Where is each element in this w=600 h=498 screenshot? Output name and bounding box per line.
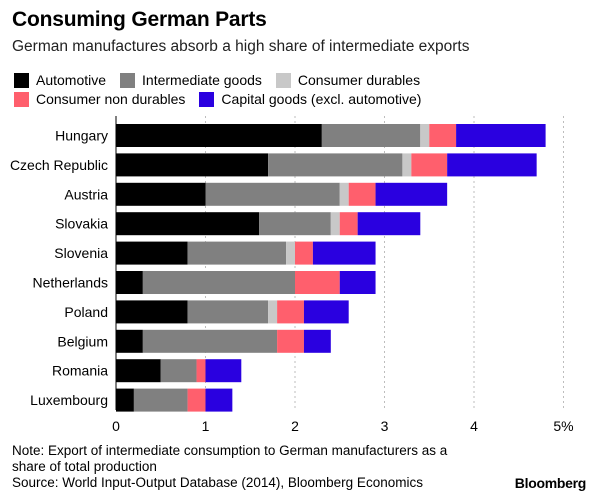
bar-slovakia-intermediate-goods: [259, 212, 331, 236]
bar-czech-republic-intermediate-goods: [268, 153, 403, 177]
bar-romania-automotive: [116, 359, 161, 383]
bar-slovenia-consumer-non-durables: [295, 241, 313, 265]
bar-slovakia-consumer-durables: [330, 212, 340, 236]
bar-czech-republic-capital-goods-excl-automotive: [447, 153, 537, 177]
x-tick-label-5: 5%: [553, 418, 573, 434]
legend-item-consumer-durables: Consumer durables: [275, 72, 421, 88]
bar-poland-automotive: [116, 300, 188, 324]
bar-slovakia-automotive: [116, 212, 260, 236]
bloomberg-logo: Bloomberg: [514, 475, 587, 491]
legend-item-capital-goods: Capital goods (excl. automotive): [199, 91, 421, 107]
bar-hungary-automotive: [116, 124, 322, 147]
bar-slovenia-automotive: [116, 241, 188, 265]
legend-label-consumer-durables: Consumer durables: [297, 72, 421, 88]
bar-romania-capital-goods-excl-automotive: [205, 359, 242, 383]
category-label-slovenia: Slovenia: [54, 245, 108, 261]
bar-slovenia-capital-goods-excl-automotive: [312, 241, 376, 265]
legend-swatch-consumer-non-durables: [14, 91, 29, 107]
bars: [116, 124, 546, 412]
legend-label-consumer-non-durables: Consumer non durables: [36, 91, 186, 107]
bar-austria-automotive: [116, 182, 206, 206]
bar-poland-intermediate-goods: [187, 300, 269, 324]
bar-romania-intermediate-goods: [160, 359, 197, 383]
bar-slovenia-consumer-durables: [286, 241, 295, 265]
bar-slovakia-consumer-non-durables: [339, 212, 358, 236]
bar-luxembourg-consumer-non-durables: [187, 388, 206, 412]
bar-czech-republic-automotive: [116, 153, 269, 177]
category-label-belgium: Belgium: [57, 333, 108, 349]
bar-hungary-consumer-durables: [420, 124, 430, 147]
legend-label-capital-goods: Capital goods (excl. automotive): [221, 91, 422, 107]
category-label-netherlands: Netherlands: [33, 275, 109, 291]
legend-item-intermediate-goods: Intermediate goods: [120, 72, 262, 88]
category-labels: Hungary Czech Republic Austria Slovakia Slov…: [10, 128, 108, 409]
bar-austria-consumer-durables: [339, 182, 349, 206]
bar-poland-capital-goods-excl-automotive: [303, 300, 349, 324]
bar-hungary-intermediate-goods: [321, 124, 421, 147]
category-label-slovakia: Slovakia: [55, 216, 108, 232]
bar-slovenia-intermediate-goods: [187, 241, 287, 265]
legend-swatch-consumer-durables: [275, 72, 291, 88]
x-tick-label-0: 0: [112, 418, 120, 434]
bar-poland-consumer-durables: [268, 300, 278, 324]
bar-luxembourg-intermediate-goods: [133, 388, 188, 412]
legend-swatch-capital-goods: [199, 91, 215, 107]
legend-row-1: Automotive Intermediate goods Consumer d…: [14, 72, 434, 88]
chart-note: Note: Export of intermediate consumption…: [12, 443, 448, 474]
legend-item-consumer-non-durables: Consumer non durables: [14, 91, 185, 107]
bar-slovakia-capital-goods-excl-automotive: [357, 212, 421, 236]
legend-swatch-intermediate-goods: [120, 72, 136, 88]
chart-subtitle: German manufactures absorb a high share …: [12, 38, 470, 55]
bar-belgium-automotive: [116, 329, 143, 353]
legend-item-automotive: Automotive: [14, 72, 106, 88]
bar-hungary-consumer-non-durables: [429, 124, 457, 147]
bar-netherlands-intermediate-goods: [142, 271, 295, 294]
bar-netherlands-automotive: [116, 271, 143, 294]
bar-belgium-intermediate-goods: [142, 329, 278, 353]
bar-luxembourg-capital-goods-excl-automotive: [205, 388, 233, 412]
bar-czech-republic-consumer-non-durables: [411, 153, 448, 177]
x-tick-label-2: 2: [291, 418, 299, 434]
x-tick-label-3: 3: [381, 418, 389, 434]
legend-label-automotive: Automotive: [36, 72, 107, 88]
bar-czech-republic-consumer-durables: [402, 153, 412, 177]
category-label-austria: Austria: [64, 186, 108, 202]
category-label-czech-republic: Czech Republic: [10, 157, 108, 173]
legend-swatch-automotive: [14, 72, 29, 88]
bar-romania-consumer-non-durables: [196, 359, 206, 383]
bar-austria-consumer-non-durables: [348, 182, 376, 206]
category-label-romania: Romania: [52, 363, 108, 379]
bar-austria-intermediate-goods: [205, 182, 340, 206]
stacked-bar-chart: Hungary Czech Republic Austria Slovakia Slov…: [10, 116, 574, 434]
chart-source: Source: World Input-Output Database (201…: [12, 475, 423, 490]
bar-luxembourg-automotive: [116, 388, 134, 412]
bar-poland-consumer-non-durables: [277, 300, 304, 324]
x-tick-label-1: 1: [202, 418, 210, 434]
category-label-hungary: Hungary: [55, 128, 108, 144]
chart-title: Consuming German Parts: [12, 8, 267, 31]
bar-hungary-capital-goods-excl-automotive: [456, 124, 546, 147]
bar-belgium-capital-goods-excl-automotive: [303, 329, 331, 353]
bar-belgium-consumer-non-durables: [277, 329, 304, 353]
x-tick-label-4: 4: [470, 418, 478, 434]
legend-row-2: Consumer non durables Capital goods (exc…: [14, 91, 435, 107]
bar-austria-capital-goods-excl-automotive: [375, 182, 448, 206]
category-label-poland: Poland: [64, 304, 108, 320]
bar-netherlands-capital-goods-excl-automotive: [339, 271, 376, 294]
legend-label-intermediate-goods: Intermediate goods: [142, 72, 262, 88]
x-tick-labels: 0 1 2 3 4 5%: [112, 418, 574, 434]
category-label-luxembourg: Luxembourg: [30, 392, 108, 408]
bar-netherlands-consumer-non-durables: [295, 271, 340, 294]
